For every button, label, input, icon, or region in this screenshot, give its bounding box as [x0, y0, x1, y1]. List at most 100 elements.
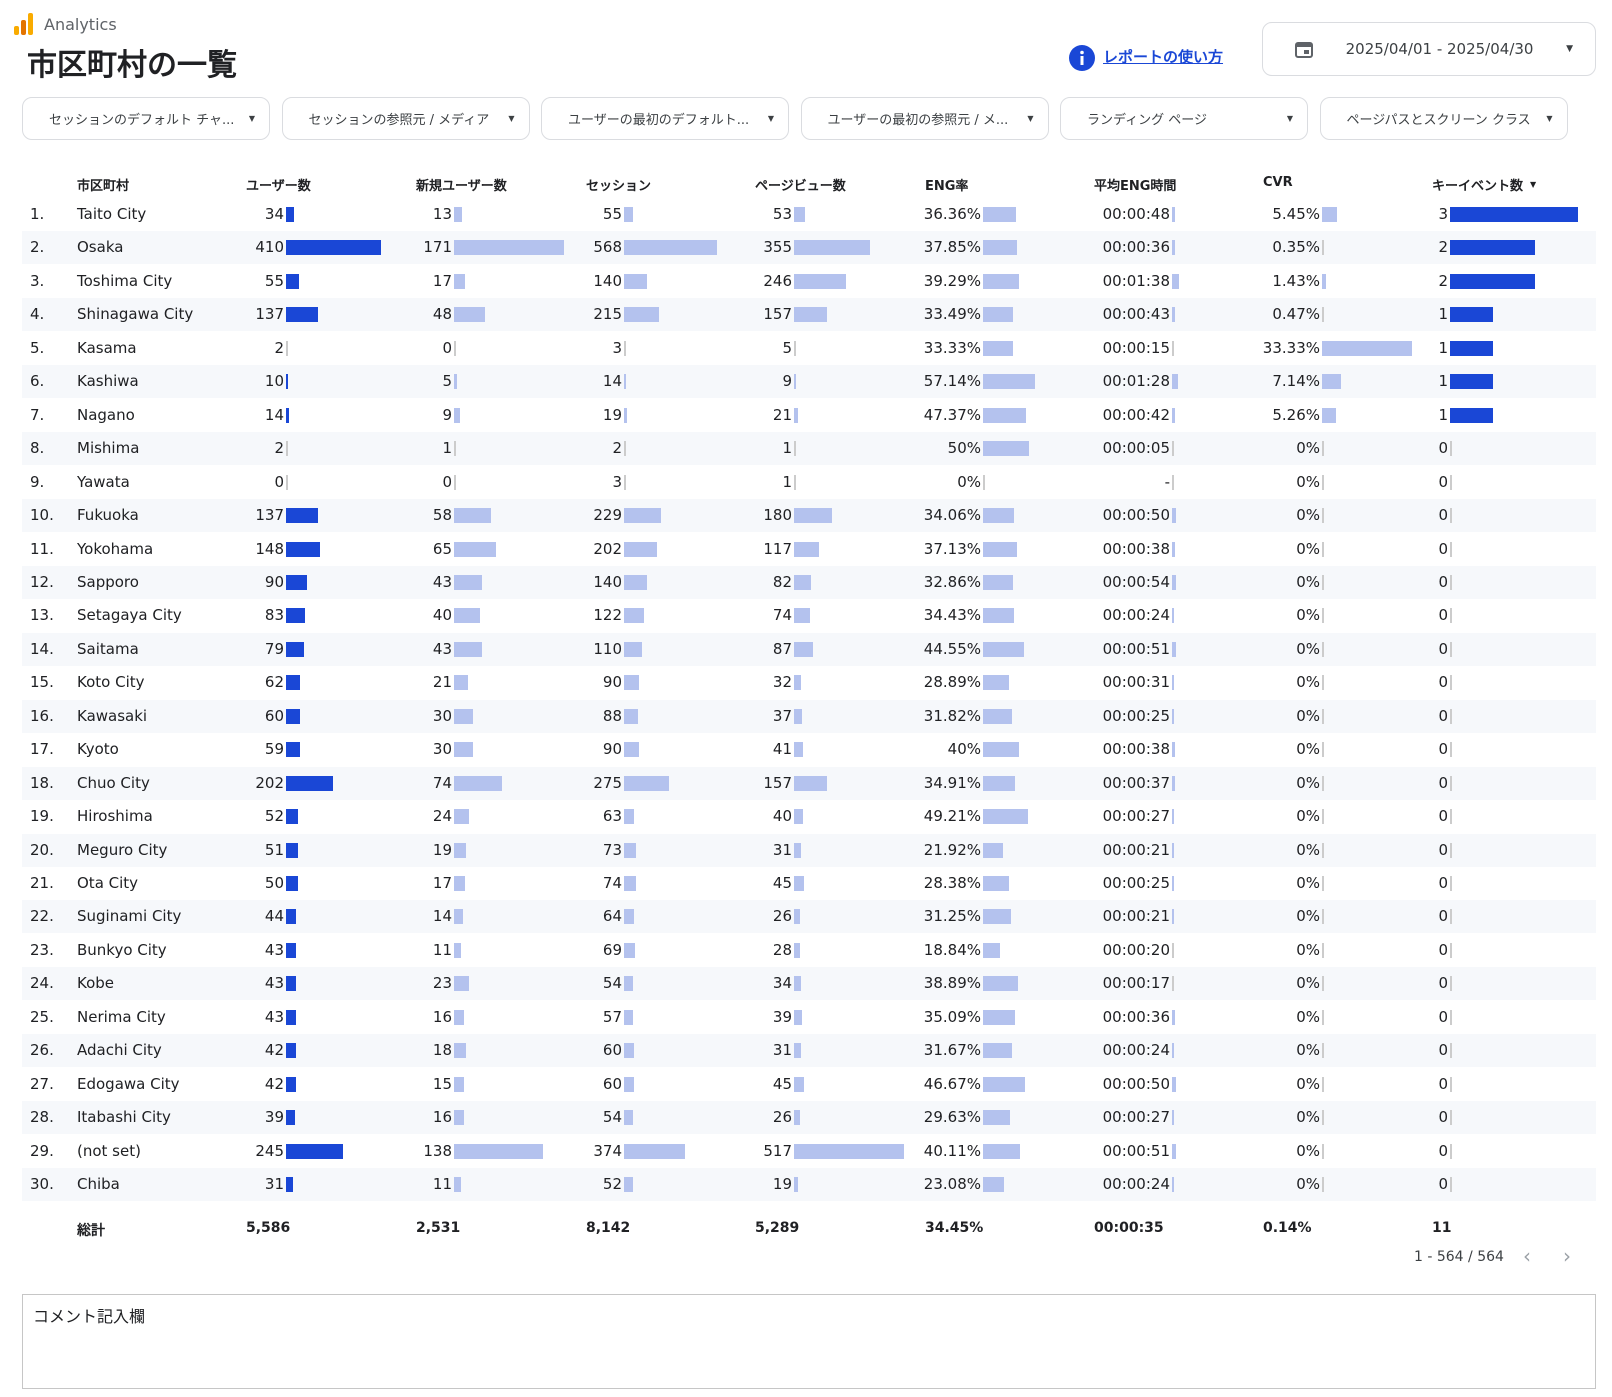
metric-bar [794, 1009, 803, 1025]
metric-value: 00:00:25 [1102, 706, 1170, 725]
metric-value: 3 [612, 472, 622, 491]
metric-value: 0 [1438, 506, 1448, 525]
metric-bar [286, 541, 321, 557]
metric-bar [1172, 742, 1175, 758]
total-value: 5,289 [755, 1220, 800, 1236]
metric-value: 31 [264, 1175, 284, 1194]
metric-bar [1450, 1177, 1452, 1193]
table-row: 4. Shinagawa City 137 48 215 157 33.49% 00:00:4… [22, 298, 1596, 332]
metric-bar [794, 508, 833, 524]
metric-value: 0 [1438, 1074, 1448, 1093]
next-page[interactable]: › [1563, 1244, 1571, 1268]
metric-value: 157 [763, 305, 792, 324]
prev-page[interactable]: ‹ [1523, 1244, 1531, 1268]
metric-bar [1172, 541, 1175, 557]
table-row: 9. Yawata 0 0 3 1 0% - 0% 0 [22, 465, 1596, 499]
metric-value: 00:00:38 [1102, 740, 1170, 759]
metric-value: 00:00:50 [1102, 1074, 1170, 1093]
city-name: Kasama [77, 338, 137, 357]
date-picker[interactable]: 2025/04/01 - 2025/04/30 ▼ [1262, 22, 1596, 76]
metric-value: 410 [255, 238, 284, 257]
table-row: 3. Toshima City 55 17 140 246 39.29% 00:01:38 1.… [22, 264, 1596, 298]
metric-bar [624, 942, 636, 958]
metric-value: 45 [772, 874, 792, 892]
metric-value: 568 [593, 238, 622, 257]
metric-value: 0% [1296, 673, 1320, 692]
row-rank: 17. [30, 740, 54, 759]
metric-value: 0% [1296, 1041, 1320, 1060]
metric-bar [286, 942, 296, 958]
metric-bar [624, 1076, 634, 1092]
filter-dropdown[interactable]: ページパスとスクリーン クラス ▼ [1319, 97, 1568, 140]
metric-bar [286, 708, 300, 724]
metric-value: 0 [1438, 1108, 1448, 1127]
metric-value: 00:00:51 [1102, 1141, 1170, 1160]
metric-value: 0% [1296, 606, 1320, 625]
metric-bar [794, 976, 802, 992]
filter-dropdown[interactable]: ランディング ページ ▼ [1060, 97, 1308, 140]
help-link[interactable]: レポートの使い方 [1103, 48, 1224, 66]
dropdown-arrow: ▼ [1566, 44, 1573, 54]
metric-bar [794, 1177, 799, 1193]
table-row: 23. Bunkyo City 43 11 69 28 18.84% 00:00:20 0% 0 [22, 933, 1596, 967]
info-icon[interactable] [1069, 45, 1095, 71]
metric-value: 35.09% [923, 1007, 981, 1026]
metric-bar [1450, 474, 1452, 490]
metric-value: 17 [432, 271, 452, 290]
city-name: Yokohama [77, 539, 154, 558]
metric-value: 62 [264, 673, 284, 692]
metric-value: 83 [264, 606, 284, 625]
metric-bar [1450, 1043, 1452, 1059]
metric-bar [454, 474, 456, 490]
metric-value: 00:00:20 [1102, 940, 1170, 959]
metric-bar [624, 608, 644, 624]
metric-value: 46.67% [923, 1074, 981, 1093]
filter-dropdown[interactable]: セッションの参照元 / メディア ▼ [281, 97, 530, 140]
metric-bar [983, 340, 1014, 356]
metric-value: 0% [1296, 907, 1320, 926]
filter-dropdown[interactable]: ユーザーの最初のデフォルト... ▼ [541, 97, 789, 140]
metric-value: 16 [432, 1007, 452, 1026]
city-name: Shinagawa City [77, 305, 194, 324]
metric-value: 30 [432, 740, 452, 759]
metric-bar [454, 742, 474, 758]
metric-bar [454, 909, 463, 925]
metric-value: 14 [432, 907, 452, 926]
metric-bar [454, 340, 456, 356]
filter-dropdown[interactable]: セッションのデフォルト チャ... ▼ [22, 97, 270, 140]
metric-bar [454, 1009, 465, 1025]
metric-value: 58 [432, 506, 452, 525]
metric-value: 21.92% [923, 840, 981, 859]
city-name: Ota City [77, 874, 139, 892]
metric-bar [1172, 942, 1174, 958]
metric-value: 13 [432, 205, 452, 223]
metric-bar [454, 307, 485, 323]
metric-bar [1322, 207, 1337, 222]
metric-value: 355 [763, 238, 792, 257]
metric-value: 5.26% [1272, 405, 1320, 424]
city-name: Sapporo [77, 572, 139, 591]
metric-value: 0 [1438, 1007, 1448, 1026]
comment-box[interactable]: コメント記入欄 [22, 1294, 1596, 1389]
metric-value: 0% [1296, 439, 1320, 458]
metric-bar [1450, 407, 1493, 423]
metric-value: 2 [612, 439, 622, 458]
metric-value: 0 [1438, 606, 1448, 625]
filter-dropdown[interactable]: ユーザーの最初の参照元 / メ... ▼ [800, 97, 1049, 140]
metric-value: 0 [1438, 472, 1448, 491]
metric-value: 117 [763, 539, 792, 558]
metric-value: 00:00:42 [1102, 405, 1170, 424]
metric-value: 0 [1438, 974, 1448, 993]
metric-bar [983, 742, 1020, 758]
metric-value: 5.45% [1272, 205, 1320, 223]
metric-bar [794, 608, 810, 624]
metric-bar [794, 474, 796, 490]
metric-bar [1172, 240, 1175, 256]
metric-value: 40% [947, 740, 981, 759]
metric-bar [983, 474, 985, 490]
metric-bar [1322, 1110, 1324, 1126]
metric-bar [1450, 708, 1452, 724]
metric-value: 41 [772, 740, 792, 759]
metric-value: 1 [442, 439, 452, 458]
metric-value: 31.67% [923, 1041, 981, 1060]
